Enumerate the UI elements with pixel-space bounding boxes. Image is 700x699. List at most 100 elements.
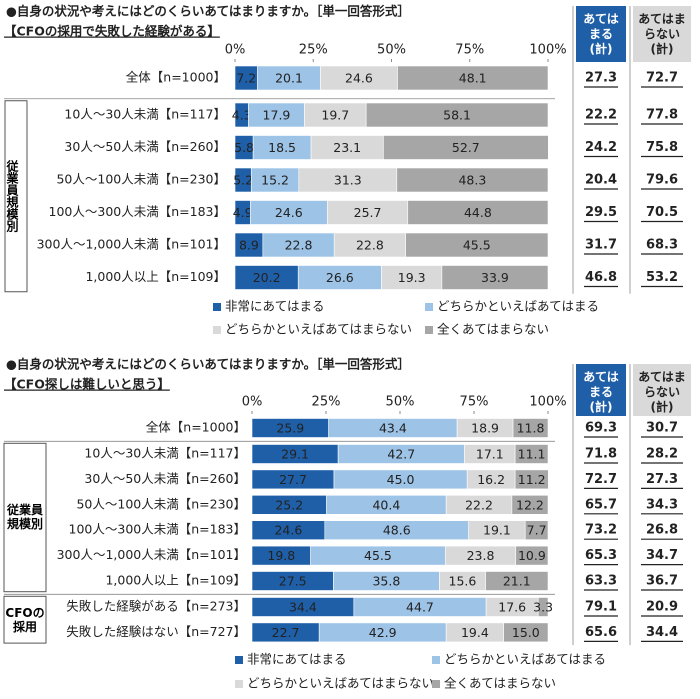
total-header-text: あてはまる(計) <box>576 6 626 62</box>
chart-subtitle: 【CFOの採用で失敗した経験がある】 <box>4 24 220 39</box>
total-value: 68.3 <box>646 238 678 253</box>
x-tick-label: 25% <box>299 43 328 58</box>
total-value: 22.2 <box>585 108 617 123</box>
total-value: 65.6 <box>585 625 617 640</box>
total-value: 75.8 <box>646 140 678 155</box>
total-value: 34.3 <box>646 497 678 512</box>
total-value: 65.7 <box>585 497 617 512</box>
x-tick-label: 0% <box>242 395 263 410</box>
data-label: 25.9 <box>276 421 304 436</box>
group-box <box>3 442 47 593</box>
x-tick-label: 75% <box>460 395 489 410</box>
total-value: 36.7 <box>646 574 678 589</box>
category-label: 100人～300人未満【n=183】 <box>69 522 246 537</box>
total-header-text: あてはまる(計) <box>576 364 626 416</box>
category-label: 10人～30人未満【n=117】 <box>64 107 226 122</box>
group-label-text: 従業員規模別 <box>5 160 19 233</box>
data-label: 45.5 <box>463 238 491 253</box>
data-label: 27.7 <box>279 472 307 487</box>
bar-segment <box>503 622 549 643</box>
legend-label: どちらかといえばあてはまらない <box>225 322 412 337</box>
total-value: 20.9 <box>646 600 678 615</box>
total-value: 27.3 <box>585 71 617 86</box>
x-tick-label: 25% <box>312 395 341 410</box>
data-label: 12.2 <box>516 497 544 512</box>
data-label: 19.4 <box>461 625 489 640</box>
category-label: 50人～100人未満【n=230】 <box>56 172 226 187</box>
data-label: 29.1 <box>281 447 309 462</box>
data-label: 23.1 <box>333 140 361 155</box>
data-label: 27.5 <box>279 574 307 589</box>
category-label: 10人～30人未満【n=117】 <box>84 446 246 461</box>
total-value: 73.2 <box>585 523 617 538</box>
data-label: 26.6 <box>326 270 354 285</box>
data-label: 48.3 <box>458 173 486 188</box>
bar-segment <box>252 135 312 160</box>
data-label: 7.7 <box>527 523 547 538</box>
total-header: あてはまらない(計) <box>633 6 691 62</box>
data-label: 25.7 <box>354 205 382 220</box>
total-value: 27.3 <box>646 472 678 487</box>
total-value: 24.2 <box>585 140 617 155</box>
bar-segment <box>397 65 549 91</box>
data-label: 24.6 <box>345 71 373 86</box>
data-label: 4.9 <box>233 205 253 220</box>
data-label: 16.2 <box>477 472 505 487</box>
x-tick-label: 50% <box>377 43 406 58</box>
category-label: 300人～1,000人未満【n=101】 <box>57 547 246 562</box>
group-label: CFOの採用 <box>5 605 45 634</box>
data-label: 44.7 <box>406 600 434 615</box>
bar-segment <box>515 545 549 566</box>
legend-swatch <box>213 303 221 311</box>
total-value: 70.5 <box>646 205 678 220</box>
legend-label: どちらかといえばあてはまる <box>444 652 606 667</box>
total-value: 29.5 <box>585 205 617 220</box>
data-label: 24.6 <box>274 523 302 538</box>
legend-swatch <box>425 303 433 311</box>
x-tick-label: 50% <box>386 395 415 410</box>
data-label: 31.3 <box>334 173 362 188</box>
bar-segment <box>262 232 335 258</box>
data-label: 22.8 <box>356 238 384 253</box>
category-label: 300人～1,000人未満【n=101】 <box>37 237 226 252</box>
total-header: あてはまる(計) <box>576 364 626 416</box>
data-label: 19.1 <box>483 523 511 538</box>
total-value: 79.1 <box>585 600 617 615</box>
data-label: 48.1 <box>459 71 487 86</box>
category-label: 失敗した経験はない【n=727】 <box>66 624 246 639</box>
total-value: 30.7 <box>646 421 678 436</box>
chart-title: ●自身の状況や考えにはどのくらいあてはまりますか。［単一回答形式］ <box>6 357 410 372</box>
data-label: 42.9 <box>369 625 397 640</box>
x-tick-label: 0% <box>225 43 246 58</box>
category-label: 失敗した経験がある【n=273】 <box>66 599 246 614</box>
bar-segment <box>407 200 549 225</box>
data-label: 21.1 <box>503 574 531 589</box>
total-value: 72.7 <box>646 71 678 86</box>
group-label-text: CFOの採用 <box>5 605 45 634</box>
total-header: あてはまらない(計) <box>633 364 691 416</box>
legend-swatch <box>432 656 440 664</box>
data-label: 22.2 <box>465 497 493 512</box>
data-label: 11.1 <box>518 447 546 462</box>
data-label: 18.9 <box>471 421 499 436</box>
bar-segment <box>310 135 384 160</box>
total-value: 65.3 <box>585 548 617 563</box>
bar-segment <box>396 167 549 193</box>
legend-label: 全くあてはまらない <box>444 676 556 691</box>
data-label: 23.8 <box>467 548 495 563</box>
x-tick-label: 100% <box>529 395 566 410</box>
bar-segment <box>381 265 443 290</box>
category-label: 30人～50人未満【n=260】 <box>64 139 226 154</box>
data-label: 3.3 <box>533 600 553 615</box>
total-value: 20.4 <box>585 173 617 188</box>
data-label: 11.2 <box>518 472 546 487</box>
category-label: 50人～100人未満【n=230】 <box>76 496 246 511</box>
data-label: 22.7 <box>272 625 300 640</box>
total-value: 63.3 <box>585 574 617 589</box>
total-header-text: あてはまらない(計) <box>633 364 691 416</box>
total-value: 34.7 <box>646 548 678 563</box>
data-label: 15.0 <box>512 625 540 640</box>
bar-segment <box>250 167 300 193</box>
data-label: 58.1 <box>443 108 471 123</box>
